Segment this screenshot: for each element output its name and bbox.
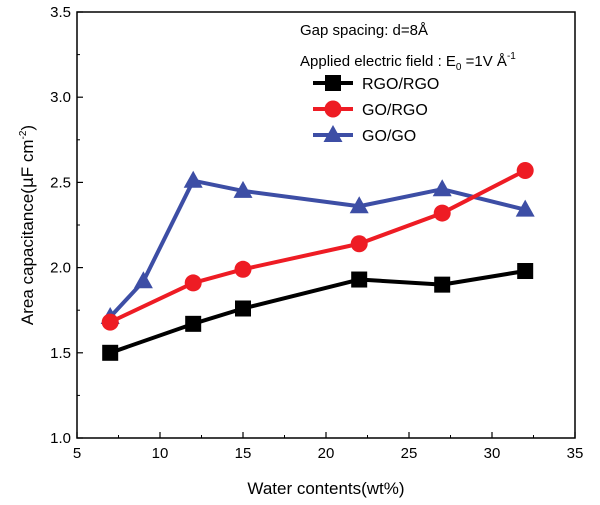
- axis-ticks: 5 10 15 20 25 30 35 1.0 1.5 2.0 2.5 3.0 3.5: [50, 4, 583, 462]
- legend-marker: [324, 100, 342, 118]
- series-markers: [100, 161, 535, 361]
- series-line-rgo-rgo: [109, 269, 526, 355]
- data-point-go-rgo: [234, 260, 252, 278]
- y-tick-label: 3.5: [50, 4, 71, 21]
- y-tick-label: 1.0: [50, 430, 71, 447]
- x-tick-label: 15: [235, 445, 252, 462]
- series-lines: [108, 168, 527, 355]
- legend-label: GO/GO: [362, 128, 416, 145]
- y-tick-label: 1.5: [50, 345, 71, 362]
- gap-spacing-annotation: Gap spacing: d=8Å: [300, 22, 428, 39]
- data-point-go-rgo: [184, 274, 202, 292]
- data-point-rgo-rgo: [517, 263, 534, 280]
- data-point-go-rgo: [433, 204, 451, 222]
- y-axis-title: Area capacitance(μF cm-2): [18, 125, 38, 325]
- data-point-go-go: [515, 199, 535, 217]
- x-tick-label: 35: [567, 445, 584, 462]
- y-tick-label: 3.0: [50, 89, 71, 106]
- data-point-go-rgo: [101, 313, 119, 331]
- y-tick-label: 2.0: [50, 260, 71, 277]
- x-tick-label: 10: [152, 445, 169, 462]
- legend-marker: [323, 125, 343, 142]
- data-point-go-rgo: [350, 235, 368, 253]
- legend: RGO/RGO GO/RGO GO/GO: [313, 75, 439, 145]
- data-point-rgo-rgo: [185, 315, 202, 332]
- y-tick-label: 2.5: [50, 174, 71, 191]
- x-tick-label: 20: [318, 445, 335, 462]
- data-point-go-go: [349, 196, 369, 214]
- legend-marker: [325, 75, 341, 91]
- x-tick-label: 5: [73, 445, 81, 462]
- data-point-go-go: [183, 170, 203, 188]
- data-point-go-go: [432, 179, 452, 197]
- x-axis-title: Water contents(wt%): [247, 479, 404, 498]
- data-point-rgo-rgo: [434, 276, 451, 293]
- data-point-go-go: [233, 180, 253, 198]
- data-point-go-go: [133, 271, 153, 289]
- data-point-rgo-rgo: [351, 271, 368, 288]
- legend-label: RGO/RGO: [362, 76, 439, 93]
- data-point-rgo-rgo: [102, 344, 119, 361]
- series-line-go-rgo: [109, 168, 527, 324]
- data-point-rgo-rgo: [235, 300, 251, 317]
- x-tick-label: 25: [401, 445, 418, 462]
- electric-field-annotation: Applied electric field : E0 =1V Å-1: [300, 51, 516, 73]
- legend-label: GO/RGO: [362, 102, 428, 119]
- x-tick-label: 30: [484, 445, 501, 462]
- data-point-go-rgo: [516, 161, 534, 179]
